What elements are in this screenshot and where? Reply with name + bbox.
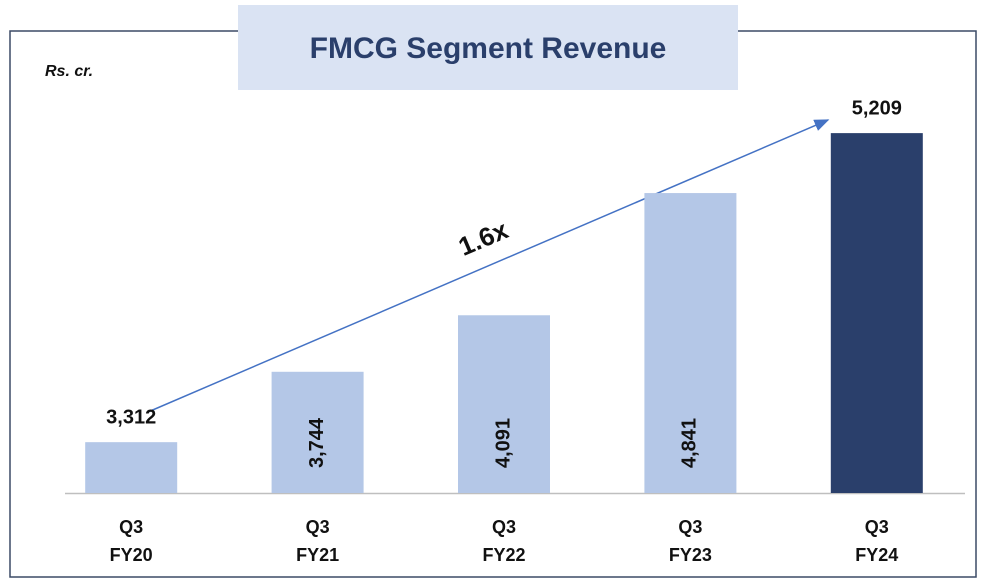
title-box [238,5,738,90]
growth-annotation: 1.6x [454,214,513,262]
x-tick-label: Q3 FY21 [296,517,340,565]
x-tick-label: Q3 FY23 [668,517,712,565]
x-tick-label: Q3 FY22 [482,517,526,565]
bar [271,371,364,493]
x-tick-label: Q3 FY20 [109,517,153,565]
data-label: 4,841 [679,418,701,468]
data-label: 3,312 [106,406,156,428]
growth-arrow [147,119,830,413]
bar [830,133,923,494]
bar [644,193,737,493]
unit-label: Rs. cr. [45,63,93,80]
chart-title: FMCG Segment Revenue [310,32,667,65]
data-label: 3,744 [306,417,328,468]
data-label: 4,091 [492,418,514,468]
x-tick-label: Q3 FY24 [855,517,899,565]
bar [85,442,178,493]
data-label: 5,209 [852,97,902,119]
bar [458,315,550,493]
